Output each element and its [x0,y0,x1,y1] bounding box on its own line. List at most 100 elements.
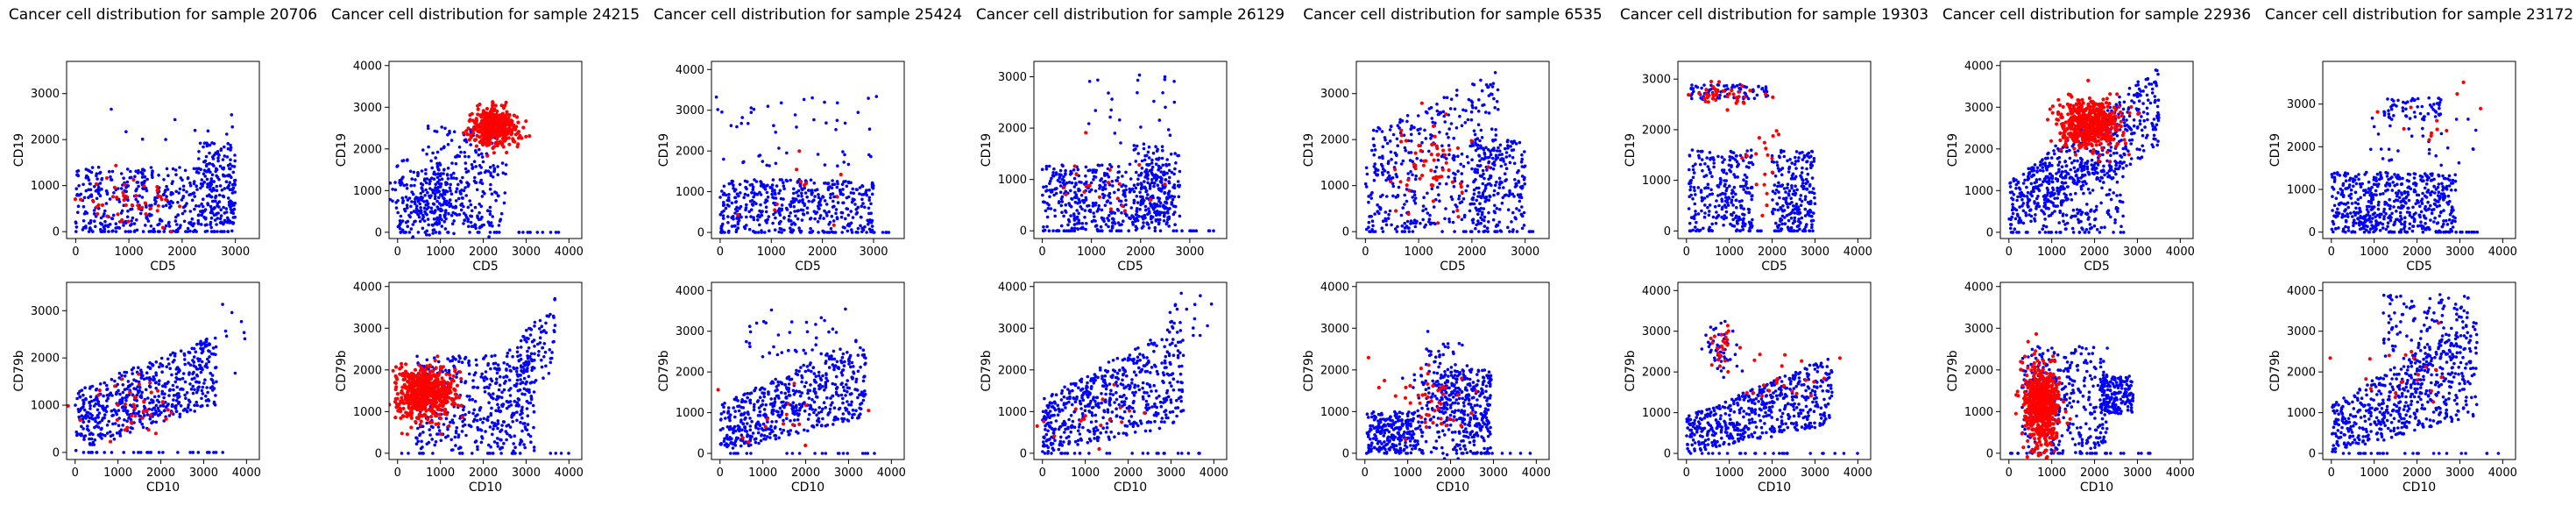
normal-point [487,386,491,390]
cancer-point [421,372,426,376]
cancer-point [473,121,478,125]
normal-point [402,183,407,188]
normal-point [533,352,536,356]
normal-point [458,452,462,455]
normal-point [848,222,853,226]
normal-point [209,352,214,356]
normal-point [464,194,468,197]
normal-point [100,176,104,181]
normal-point [768,229,771,233]
cancer-point [411,381,415,385]
normal-point [805,210,810,215]
cancer-point [479,115,484,119]
normal-point [745,452,749,455]
normal-point [444,417,449,421]
normal-point [471,166,475,169]
normal-point [512,449,515,452]
normal-point [825,214,829,217]
normal-point [490,192,494,196]
y-tick-label: 1000 [31,180,60,193]
cancer-point [449,381,453,386]
normal-point [553,330,556,334]
normal-point [74,187,78,190]
normal-point [805,206,810,210]
normal-point [793,223,797,226]
normal-point [812,387,817,391]
normal-point [469,143,472,146]
normal-point [449,198,452,202]
normal-point [786,430,790,433]
normal-point [421,189,425,193]
normal-point [777,191,781,196]
normal-point [211,157,216,160]
normal-point [197,381,202,384]
normal-point [761,386,764,390]
normal-point [782,228,786,232]
normal-point [516,346,520,350]
normal-point [1113,222,1117,225]
cancer-point [516,120,520,125]
normal-point [846,213,851,217]
normal-point [1104,223,1108,226]
normal-point [167,362,171,366]
normal-point [852,370,855,374]
normal-point [824,385,828,389]
normal-point [792,187,796,191]
cancer-point [792,381,796,386]
normal-point [102,394,105,398]
cancer-point [435,354,440,359]
normal-point [190,198,195,203]
normal-point [732,406,735,410]
normal-point [514,369,519,374]
cancer-point [425,364,429,368]
normal-point [87,178,91,182]
plot-frame [66,61,260,239]
normal-point [490,379,494,383]
normal-point [223,218,227,223]
normal-point [823,100,826,104]
normal-point [192,355,196,359]
normal-point [721,214,725,217]
cancer-point [435,380,441,384]
normal-point [727,182,732,186]
normal-point [732,431,735,435]
normal-point [800,380,803,384]
normal-point [745,224,748,227]
normal-point [778,406,782,410]
normal-point [755,192,760,196]
normal-point [763,231,767,234]
normal-point [230,310,234,315]
normal-point [769,424,773,429]
normal-point [87,230,91,233]
normal-point [489,182,492,187]
normal-point [521,422,526,425]
normal-point [859,215,863,219]
normal-point [216,217,220,220]
normal-point [467,154,471,159]
normal-point [407,452,410,455]
normal-point [467,361,471,365]
cancer-point [130,203,134,208]
normal-point [178,377,182,381]
cancer-point [407,402,412,406]
normal-point [416,426,420,431]
normal-point [171,383,175,388]
normal-point [107,419,110,424]
normal-point [486,452,491,455]
normal-point [139,368,143,373]
normal-point [511,420,514,424]
normal-point [230,201,234,204]
normal-point [233,371,237,375]
normal-point [751,188,755,191]
normal-point [785,151,789,155]
normal-point [138,211,143,216]
cancer-point [510,131,514,135]
normal-point [170,373,173,377]
normal-point [175,223,179,226]
normal-point [443,227,448,231]
normal-point [471,379,475,382]
normal-point [492,427,495,431]
normal-point [719,224,724,228]
normal-point [780,381,784,386]
normal-point [188,363,193,367]
